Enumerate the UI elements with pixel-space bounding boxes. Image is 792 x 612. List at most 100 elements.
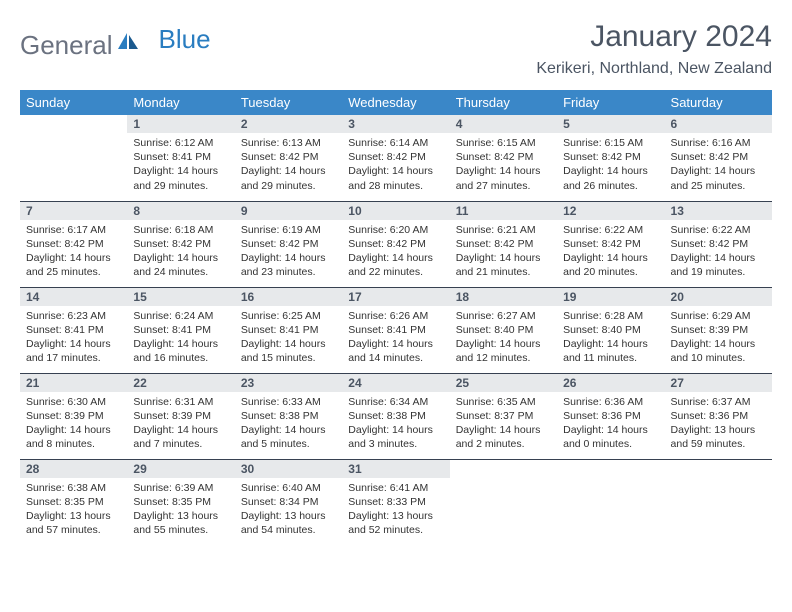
day-details: Sunrise: 6:33 AMSunset: 8:38 PMDaylight:… bbox=[235, 392, 342, 456]
sunset-text: Sunset: 8:40 PM bbox=[563, 323, 658, 337]
sunset-text: Sunset: 8:42 PM bbox=[563, 150, 658, 164]
day-details: Sunrise: 6:22 AMSunset: 8:42 PMDaylight:… bbox=[665, 220, 772, 284]
daylight-line2: and 22 minutes. bbox=[348, 265, 443, 279]
daylight-line2: and 7 minutes. bbox=[133, 437, 228, 451]
day-number: 14 bbox=[20, 288, 127, 306]
sunset-text: Sunset: 8:41 PM bbox=[26, 323, 121, 337]
sunrise-text: Sunrise: 6:29 AM bbox=[671, 309, 766, 323]
day-number: 23 bbox=[235, 374, 342, 392]
daylight-line1: Daylight: 14 hours bbox=[563, 423, 658, 437]
calendar-empty bbox=[665, 459, 772, 545]
daylight-line2: and 11 minutes. bbox=[563, 351, 658, 365]
daylight-line1: Daylight: 14 hours bbox=[348, 337, 443, 351]
calendar-day: 12Sunrise: 6:22 AMSunset: 8:42 PMDayligh… bbox=[557, 201, 664, 287]
sunrise-text: Sunrise: 6:25 AM bbox=[241, 309, 336, 323]
sunrise-text: Sunrise: 6:22 AM bbox=[563, 223, 658, 237]
day-details: Sunrise: 6:38 AMSunset: 8:35 PMDaylight:… bbox=[20, 478, 127, 542]
sunrise-text: Sunrise: 6:35 AM bbox=[456, 395, 551, 409]
daylight-line2: and 28 minutes. bbox=[348, 179, 443, 193]
sunset-text: Sunset: 8:35 PM bbox=[133, 495, 228, 509]
daylight-line2: and 27 minutes. bbox=[456, 179, 551, 193]
daylight-line2: and 54 minutes. bbox=[241, 523, 336, 537]
day-number: 21 bbox=[20, 374, 127, 392]
day-details: Sunrise: 6:39 AMSunset: 8:35 PMDaylight:… bbox=[127, 478, 234, 542]
sunset-text: Sunset: 8:40 PM bbox=[456, 323, 551, 337]
calendar-day: 28Sunrise: 6:38 AMSunset: 8:35 PMDayligh… bbox=[20, 459, 127, 545]
sunset-text: Sunset: 8:36 PM bbox=[671, 409, 766, 423]
daylight-line1: Daylight: 14 hours bbox=[26, 423, 121, 437]
day-details: Sunrise: 6:37 AMSunset: 8:36 PMDaylight:… bbox=[665, 392, 772, 456]
day-number: 4 bbox=[450, 115, 557, 133]
sunrise-text: Sunrise: 6:16 AM bbox=[671, 136, 766, 150]
calendar-day: 18Sunrise: 6:27 AMSunset: 8:40 PMDayligh… bbox=[450, 287, 557, 373]
day-details: Sunrise: 6:16 AMSunset: 8:42 PMDaylight:… bbox=[665, 133, 772, 197]
sunrise-text: Sunrise: 6:33 AM bbox=[241, 395, 336, 409]
day-details: Sunrise: 6:14 AMSunset: 8:42 PMDaylight:… bbox=[342, 133, 449, 197]
day-details: Sunrise: 6:40 AMSunset: 8:34 PMDaylight:… bbox=[235, 478, 342, 542]
daylight-line2: and 26 minutes. bbox=[563, 179, 658, 193]
calendar-day: 25Sunrise: 6:35 AMSunset: 8:37 PMDayligh… bbox=[450, 373, 557, 459]
day-details: Sunrise: 6:41 AMSunset: 8:33 PMDaylight:… bbox=[342, 478, 449, 542]
day-details: Sunrise: 6:31 AMSunset: 8:39 PMDaylight:… bbox=[127, 392, 234, 456]
logo: General Blue bbox=[20, 26, 211, 65]
calendar-day: 2Sunrise: 6:13 AMSunset: 8:42 PMDaylight… bbox=[235, 115, 342, 201]
calendar-day: 23Sunrise: 6:33 AMSunset: 8:38 PMDayligh… bbox=[235, 373, 342, 459]
day-number: 19 bbox=[557, 288, 664, 306]
daylight-line2: and 52 minutes. bbox=[348, 523, 443, 537]
sunrise-text: Sunrise: 6:19 AM bbox=[241, 223, 336, 237]
day-header: Tuesday bbox=[235, 90, 342, 115]
calendar-table: SundayMondayTuesdayWednesdayThursdayFrid… bbox=[20, 90, 772, 545]
day-details: Sunrise: 6:27 AMSunset: 8:40 PMDaylight:… bbox=[450, 306, 557, 370]
daylight-line2: and 0 minutes. bbox=[563, 437, 658, 451]
sunrise-text: Sunrise: 6:38 AM bbox=[26, 481, 121, 495]
daylight-line1: Daylight: 14 hours bbox=[133, 251, 228, 265]
daylight-line2: and 19 minutes. bbox=[671, 265, 766, 279]
daylight-line2: and 16 minutes. bbox=[133, 351, 228, 365]
calendar-day: 13Sunrise: 6:22 AMSunset: 8:42 PMDayligh… bbox=[665, 201, 772, 287]
sunrise-text: Sunrise: 6:15 AM bbox=[456, 136, 551, 150]
calendar-week: 21Sunrise: 6:30 AMSunset: 8:39 PMDayligh… bbox=[20, 373, 772, 459]
sunset-text: Sunset: 8:37 PM bbox=[456, 409, 551, 423]
sunset-text: Sunset: 8:42 PM bbox=[348, 150, 443, 164]
daylight-line1: Daylight: 14 hours bbox=[348, 251, 443, 265]
day-number: 1 bbox=[127, 115, 234, 133]
sunrise-text: Sunrise: 6:14 AM bbox=[348, 136, 443, 150]
calendar-day: 10Sunrise: 6:20 AMSunset: 8:42 PMDayligh… bbox=[342, 201, 449, 287]
daylight-line1: Daylight: 14 hours bbox=[241, 337, 336, 351]
daylight-line1: Daylight: 14 hours bbox=[348, 423, 443, 437]
sunrise-text: Sunrise: 6:13 AM bbox=[241, 136, 336, 150]
daylight-line2: and 59 minutes. bbox=[671, 437, 766, 451]
daylight-line2: and 25 minutes. bbox=[671, 179, 766, 193]
day-details: Sunrise: 6:15 AMSunset: 8:42 PMDaylight:… bbox=[557, 133, 664, 197]
sunrise-text: Sunrise: 6:17 AM bbox=[26, 223, 121, 237]
sunset-text: Sunset: 8:42 PM bbox=[456, 237, 551, 251]
day-number: 5 bbox=[557, 115, 664, 133]
day-number: 11 bbox=[450, 202, 557, 220]
sunrise-text: Sunrise: 6:41 AM bbox=[348, 481, 443, 495]
day-number: 8 bbox=[127, 202, 234, 220]
day-number: 10 bbox=[342, 202, 449, 220]
day-number: 29 bbox=[127, 460, 234, 478]
day-details: Sunrise: 6:22 AMSunset: 8:42 PMDaylight:… bbox=[557, 220, 664, 284]
calendar-day: 15Sunrise: 6:24 AMSunset: 8:41 PMDayligh… bbox=[127, 287, 234, 373]
daylight-line1: Daylight: 14 hours bbox=[456, 251, 551, 265]
sunset-text: Sunset: 8:33 PM bbox=[348, 495, 443, 509]
sunrise-text: Sunrise: 6:12 AM bbox=[133, 136, 228, 150]
day-number: 18 bbox=[450, 288, 557, 306]
day-number: 9 bbox=[235, 202, 342, 220]
daylight-line2: and 17 minutes. bbox=[26, 351, 121, 365]
calendar-week: 14Sunrise: 6:23 AMSunset: 8:41 PMDayligh… bbox=[20, 287, 772, 373]
daylight-line1: Daylight: 14 hours bbox=[26, 337, 121, 351]
day-number: 30 bbox=[235, 460, 342, 478]
sunset-text: Sunset: 8:42 PM bbox=[26, 237, 121, 251]
calendar-day: 7Sunrise: 6:17 AMSunset: 8:42 PMDaylight… bbox=[20, 201, 127, 287]
daylight-line2: and 3 minutes. bbox=[348, 437, 443, 451]
daylight-line1: Daylight: 14 hours bbox=[241, 423, 336, 437]
calendar-day: 3Sunrise: 6:14 AMSunset: 8:42 PMDaylight… bbox=[342, 115, 449, 201]
month-title: January 2024 bbox=[536, 20, 772, 54]
day-header: Thursday bbox=[450, 90, 557, 115]
calendar-day: 8Sunrise: 6:18 AMSunset: 8:42 PMDaylight… bbox=[127, 201, 234, 287]
day-details: Sunrise: 6:23 AMSunset: 8:41 PMDaylight:… bbox=[20, 306, 127, 370]
daylight-line2: and 23 minutes. bbox=[241, 265, 336, 279]
day-number: 16 bbox=[235, 288, 342, 306]
